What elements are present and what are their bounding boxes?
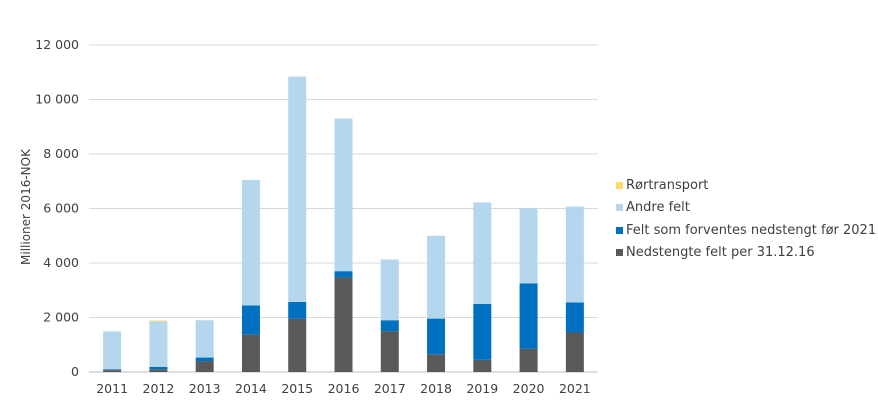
x-tick-labels: 2011 2012 2013 2014 2015 2016 2017 2018 2019 2020… [96, 381, 591, 396]
bar-segment [149, 321, 168, 367]
x-tick-label: 2011 [96, 381, 128, 396]
legend-item-rortransport: Rørtransport [616, 174, 876, 197]
bar-segment [565, 206, 584, 303]
y-tick-label: 0 [71, 364, 79, 379]
bar-segment [519, 283, 538, 349]
bar-segment [427, 354, 446, 372]
legend-swatch [616, 204, 623, 212]
y-tick-label: 12 000 [35, 37, 79, 52]
bar-segment [473, 303, 492, 360]
bars [103, 76, 584, 372]
legend-swatch [616, 181, 623, 189]
x-tick-label: 2012 [143, 381, 175, 396]
bar-segment [427, 235, 446, 319]
y-tick-label: 2 000 [43, 310, 79, 325]
bar-segment [103, 370, 122, 372]
bar-segment [149, 369, 168, 372]
bar-segment [149, 320, 168, 322]
legend-item-andre-felt: Andre felt [616, 197, 876, 220]
legend-label: Nedstengte felt per 31.12.16 [626, 245, 815, 261]
x-tick-label: 2020 [513, 381, 545, 396]
y-tick-label: 8 000 [43, 146, 79, 161]
bar-segment [380, 259, 399, 321]
x-tick-label: 2021 [559, 381, 591, 396]
bar-segment [195, 357, 214, 362]
bar-segment [195, 320, 214, 358]
bar-segment [103, 331, 122, 370]
bar-segment [380, 320, 399, 332]
bar-segment [288, 301, 307, 319]
legend-label: Felt som forventes nedstengt før 2021 [626, 222, 877, 238]
bar-segment [380, 331, 399, 372]
y-tick-label: 10 000 [35, 92, 79, 107]
bar-segment [565, 332, 584, 372]
bar-segment [241, 305, 260, 335]
x-tick-label: 2015 [281, 381, 313, 396]
y-axis-label: Millioner 2016-NOK [19, 148, 33, 265]
legend-swatch [616, 249, 623, 257]
legend-label: Rørtransport [626, 177, 709, 193]
x-tick-label: 2013 [189, 381, 221, 396]
x-tick-label: 2014 [235, 381, 267, 396]
legend-item-nedstengte-felt: Nedstengte felt per 31.12.16 [616, 242, 876, 265]
legend-item-felt-nedstengt-for-2021: Felt som forventes nedstengt før 2021 [616, 219, 876, 242]
bar-segment [149, 366, 168, 370]
bar-segment [241, 334, 260, 372]
bar-segment [565, 302, 584, 333]
x-tick-label: 2019 [466, 381, 498, 396]
y-tick-labels: 0 2 000 4 000 6 000 8 000 10 000 12 000 [35, 37, 79, 379]
x-tick-label: 2018 [420, 381, 452, 396]
bar-segment [473, 202, 492, 304]
bar-segment [519, 207, 538, 284]
bar-segment [427, 318, 446, 355]
bar-segment [473, 359, 492, 372]
bar-segment [519, 348, 538, 372]
legend: Rørtransport Andre felt Felt som forvent… [616, 174, 876, 264]
legend-swatch [616, 226, 623, 234]
x-tick-label: 2016 [328, 381, 360, 396]
bar-segment [195, 361, 214, 372]
x-tick-label: 2017 [374, 381, 406, 396]
bar-segment [288, 318, 307, 372]
bar-segment [334, 271, 353, 278]
y-tick-label: 6 000 [43, 201, 79, 216]
y-tick-label: 4 000 [43, 255, 79, 270]
bar-segment [334, 277, 353, 372]
bar-segment [288, 76, 307, 302]
bar-segment [241, 179, 260, 306]
bar-segment [334, 118, 353, 272]
legend-label: Andre felt [626, 200, 690, 216]
bar-segment [103, 369, 122, 371]
